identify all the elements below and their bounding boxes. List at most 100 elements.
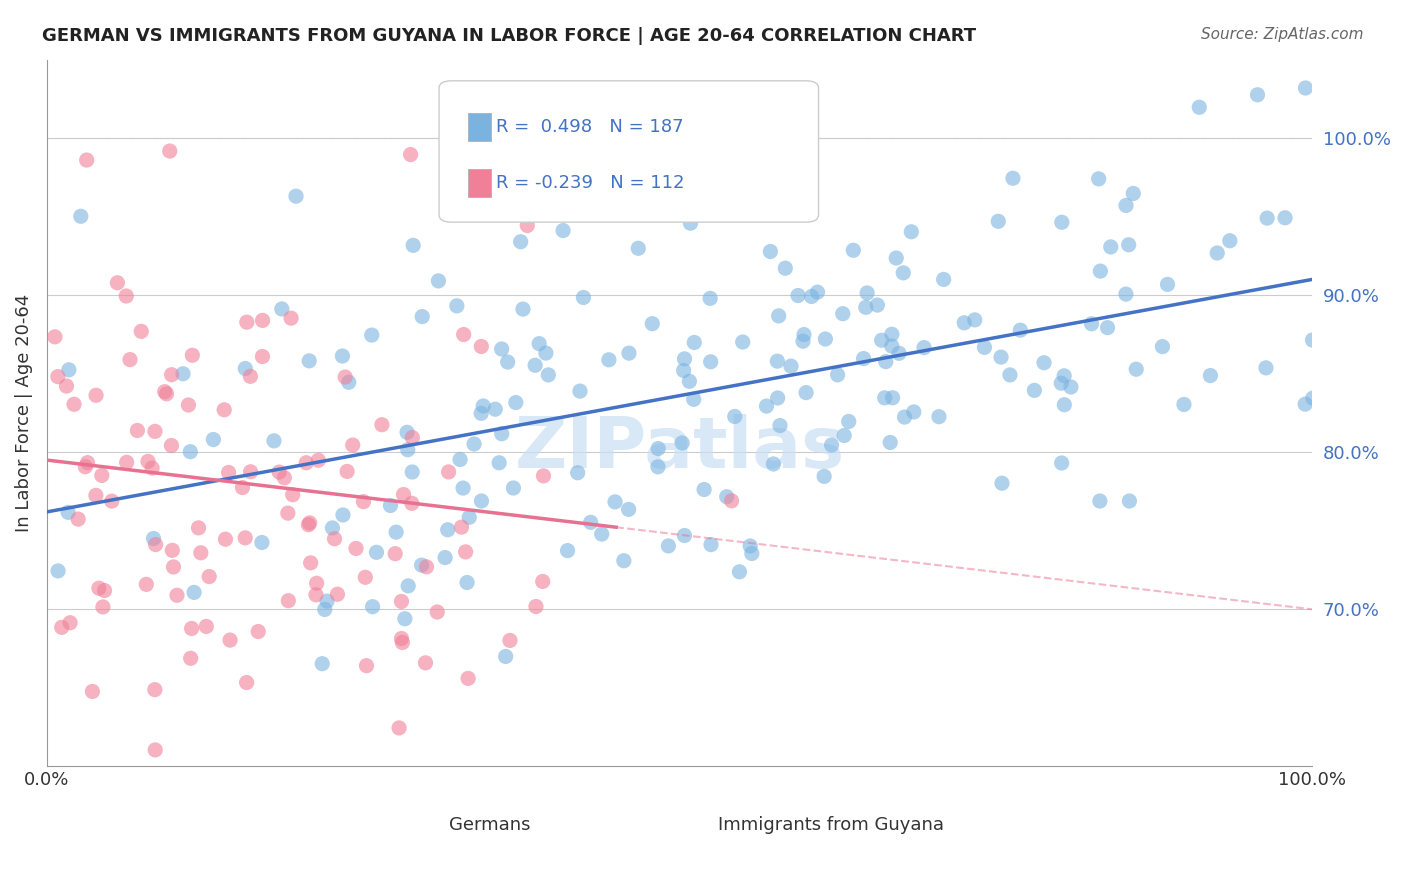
Germans (1188, 100, 1211, 114)
Immigrants from Guyana (252, 350, 274, 364)
Immigrants from Guyana (277, 593, 299, 607)
Immigrants from Guyana (141, 461, 163, 475)
Immigrants from Guyana (177, 398, 200, 412)
Immigrants from Guyana (273, 838, 295, 852)
Germans (827, 368, 849, 382)
Germans (1294, 397, 1316, 411)
Immigrants from Guyana (391, 594, 413, 608)
Germans (456, 575, 478, 590)
Germans (470, 406, 492, 420)
Immigrants from Guyana (524, 599, 547, 614)
Immigrants from Guyana (190, 546, 212, 560)
Germans (250, 535, 273, 549)
Germans (990, 350, 1012, 364)
Germans (524, 359, 547, 373)
Germans (484, 402, 506, 417)
Germans (855, 301, 877, 315)
Germans (591, 527, 613, 541)
Immigrants from Guyana (305, 576, 328, 591)
Germans (488, 456, 510, 470)
Germans (1050, 215, 1073, 229)
Germans (856, 285, 879, 300)
Immigrants from Guyana (354, 570, 377, 584)
Germans (724, 409, 747, 424)
Germans (866, 298, 889, 312)
Text: R = -0.239   N = 112: R = -0.239 N = 112 (496, 174, 685, 193)
Text: Germans: Germans (449, 816, 530, 834)
Germans (672, 363, 695, 377)
Germans (813, 469, 835, 483)
Germans (527, 336, 550, 351)
Germans (769, 418, 792, 433)
Text: ZIPatlas: ZIPatlas (515, 414, 845, 483)
Germans (1301, 333, 1323, 347)
Immigrants from Guyana (195, 619, 218, 633)
Immigrants from Guyana (44, 330, 66, 344)
Germans (1050, 376, 1073, 391)
Germans (411, 310, 433, 324)
Immigrants from Guyana (180, 622, 202, 636)
Germans (491, 426, 513, 441)
Germans (673, 528, 696, 542)
Immigrants from Guyana (187, 521, 209, 535)
Germans (870, 333, 893, 347)
Germans (1254, 360, 1277, 375)
Immigrants from Guyana (84, 388, 107, 402)
Germans (780, 359, 803, 373)
Germans (463, 437, 485, 451)
Germans (567, 466, 589, 480)
Germans (396, 579, 419, 593)
Germans (470, 494, 492, 508)
Germans (1099, 240, 1122, 254)
Germans (1344, 153, 1367, 167)
Immigrants from Guyana (299, 556, 322, 570)
Germans (1097, 320, 1119, 334)
Immigrants from Guyana (143, 743, 166, 757)
Germans (617, 346, 640, 360)
Germans (793, 327, 815, 342)
Germans (998, 368, 1021, 382)
Immigrants from Guyana (59, 615, 82, 630)
Germans (693, 483, 716, 497)
Immigrants from Guyana (214, 533, 236, 547)
FancyBboxPatch shape (439, 81, 818, 222)
Immigrants from Guyana (143, 682, 166, 697)
Germans (1219, 234, 1241, 248)
Immigrants from Guyana (281, 488, 304, 502)
Immigrants from Guyana (307, 453, 329, 467)
Immigrants from Guyana (87, 581, 110, 595)
Immigrants from Guyana (297, 517, 319, 532)
Immigrants from Guyana (454, 545, 477, 559)
Germans (682, 392, 704, 407)
Germans (671, 436, 693, 450)
Immigrants from Guyana (76, 456, 98, 470)
Germans (1118, 237, 1140, 252)
Germans (792, 334, 814, 348)
Y-axis label: In Labor Force | Age 20-64: In Labor Force | Age 20-64 (15, 293, 32, 533)
Immigrants from Guyana (427, 838, 450, 852)
Germans (332, 508, 354, 522)
Germans (568, 384, 591, 398)
Immigrants from Guyana (426, 605, 449, 619)
Germans (1053, 398, 1076, 412)
Germans (1206, 246, 1229, 260)
Immigrants from Guyana (181, 348, 204, 362)
Germans (912, 341, 935, 355)
Germans (699, 355, 721, 369)
Germans (1060, 380, 1083, 394)
Immigrants from Guyana (55, 379, 77, 393)
Immigrants from Guyana (159, 144, 181, 158)
Immigrants from Guyana (239, 465, 262, 479)
Immigrants from Guyana (82, 684, 104, 698)
Immigrants from Guyana (76, 153, 98, 167)
Germans (831, 307, 853, 321)
Germans (716, 490, 738, 504)
Germans (512, 302, 534, 317)
Germans (891, 266, 914, 280)
Germans (380, 499, 402, 513)
Germans (766, 391, 789, 405)
Germans (679, 216, 702, 230)
Immigrants from Guyana (371, 417, 394, 432)
Germans (1033, 356, 1056, 370)
Germans (509, 235, 531, 249)
